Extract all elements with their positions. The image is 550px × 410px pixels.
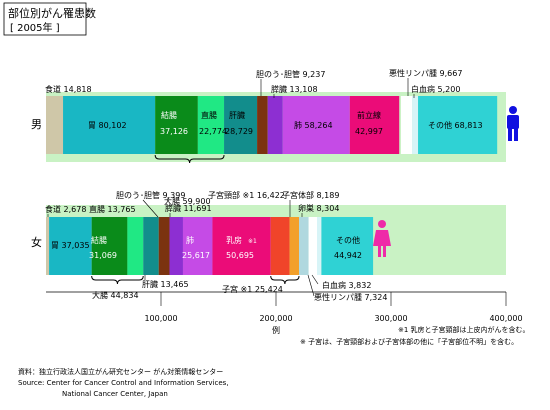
bar-m-akusei (400, 96, 413, 154)
bar-f-shikyukei (270, 217, 290, 275)
label-f-hakketsu: 白血病 3,832 (322, 280, 371, 290)
label-m-zenritsu-value: 42,997 (355, 127, 383, 136)
label-m-chokucho-name: 直腸 (201, 110, 217, 120)
bar-m-i (63, 96, 156, 154)
bar-f-akusei (308, 217, 318, 275)
bar-f-sui (169, 217, 183, 275)
label-m-kanzo-value: 28,729 (225, 127, 253, 136)
male-leader-lines (260, 78, 415, 98)
bar-m-kanzo (224, 96, 258, 154)
label-f-tan: 胆のう･胆管 9,399 (116, 190, 185, 200)
label-f-hai-value: 25,617 (182, 251, 210, 260)
x-tick-label: 100,000 (144, 314, 177, 323)
label-f-hai-name: 肺 (186, 236, 194, 245)
bar-m-sui (267, 96, 283, 154)
label-m-i: 胃 80,102 (88, 121, 127, 130)
label-f-shikyutai: 子宮体部 8,189 (282, 190, 339, 200)
label-m-akusei: 悪性リンパ腫 9,667 (389, 68, 462, 78)
x-axis-unit: 例 (272, 325, 280, 335)
bar-m-shokudo (46, 96, 64, 154)
label-f-i: 胃 37,035 (51, 241, 90, 250)
label-f-shokudo: 食道 2,678 (45, 204, 86, 214)
x-tick-label: 300,000 (374, 314, 407, 323)
label-f-chokucho: 直腸 13,765 (89, 204, 136, 214)
label-m-ketsucho-value: 37,126 (160, 127, 188, 136)
label-f-akusei: 悪性リンパ腫 7,324 (314, 292, 387, 302)
bar-f-hakketsu (317, 217, 322, 275)
bar-f-ransou (299, 217, 309, 275)
brace-f-ketsucho (91, 275, 144, 285)
bar-segments (46, 96, 498, 275)
bar-f-tan (158, 217, 170, 275)
chart-title: 部位別がん罹患数 (8, 6, 96, 20)
label-m-sui: 膵臓 13,108 (271, 84, 318, 94)
source-line-1: 資料：独立行政法人国立がん研究センター がん対策情報センター (18, 367, 223, 376)
label-m-ketsucho-name: 結腸 (161, 110, 177, 120)
label-f-nyu-mark: ※1 (248, 238, 257, 245)
label-f-shikyukei: 子宮頸部 ※1 16,422 (208, 190, 285, 200)
label-m-shokudo: 食道 14,818 (45, 84, 92, 94)
label-f-nyu-value: 50,695 (226, 251, 254, 260)
bar-f-chokucho (127, 217, 144, 275)
label-m-tan: 胆のう･胆管 9,237 (256, 69, 325, 79)
female-person-icon (373, 220, 391, 257)
bar-m-tan (257, 96, 268, 154)
bar-f-ketsucho (91, 217, 128, 275)
chart-title-box: 部位別がん罹患数 [ 2005年 ] (3, 2, 96, 36)
label-m-daicho: 大腸 59,900 (164, 196, 211, 206)
label-f-ketsucho-name: 結腸 (91, 235, 107, 245)
note-2: ※ 子宮は、子宮頸部および子宮体部の他に「子宮部位不明」を含む。 (300, 337, 518, 346)
brace-f-shikyukei (270, 275, 300, 285)
bar-f-shikyutai (289, 217, 300, 275)
label-f-sui: 膵臓 11,691 (165, 203, 212, 213)
leader-f-akusei (307, 274, 315, 297)
bar-m-ketsucho (155, 96, 198, 154)
bar-f-sonota (321, 217, 374, 275)
label-f-sonota-value: 44,942 (334, 251, 362, 260)
label-m-hakketsu: 白血病 5,200 (411, 84, 460, 94)
source-line-3: National Cancer Center, Japan (62, 390, 168, 398)
bar-m-sonota (418, 96, 498, 154)
bar-f-nyu (212, 217, 271, 275)
bar-f-shokudo (46, 217, 50, 275)
female-leader-lines (47, 199, 319, 297)
label-f-sonota-name: その他 (336, 235, 360, 245)
label-f-kanzo: 肝臓 13,465 (142, 279, 189, 289)
brace-m-ketsucho (154, 154, 225, 164)
note-1: ※1 乳房と子宮頸部は上皮内がんを含む。 (398, 325, 530, 334)
label-f-shikyu: 子宮 ※1 25,424 (222, 284, 283, 294)
chart-subtitle-year: [ 2005年 ] (10, 21, 60, 34)
bar-f-kanzo (143, 217, 159, 275)
label-f-daicho: 大腸 44,834 (92, 290, 139, 300)
label-m-kanzo-name: 肝臓 (229, 110, 245, 120)
brace-group (91, 154, 300, 285)
bar-f-i (49, 217, 92, 275)
label-m-zenritsu-name: 前立線 (357, 110, 381, 120)
x-tick-label: 400,000 (489, 314, 522, 323)
row-label-female: 女 (31, 235, 42, 249)
leader-f-tan (142, 199, 159, 218)
label-m-sonota: その他 68,813 (428, 120, 483, 130)
leader-f-hakketsu (311, 274, 319, 285)
x-axis: 100,000 200,000 300,000 400,000 例 (46, 291, 523, 335)
label-f-ransou: 卵巣 8,304 (298, 203, 339, 213)
label-f-nyu-name: 乳房 (226, 235, 242, 245)
label-m-chokucho-value: 22,774 (199, 127, 227, 136)
male-person-icon (507, 106, 519, 141)
row-label-male: 男 (31, 118, 42, 131)
source-line-2: Source: Center for Cancer Control and In… (18, 379, 229, 387)
bar-m-chokucho (197, 96, 225, 154)
label-f-ketsucho-value: 31,069 (89, 251, 117, 260)
bar-m-hakketsu (412, 96, 419, 154)
label-m-hai: 肺 58,264 (294, 121, 333, 130)
x-tick-label: 200,000 (259, 314, 292, 323)
bar-m-zenritsu (349, 96, 400, 154)
bar-m-hai (282, 96, 350, 154)
bar-f-hai (182, 217, 213, 275)
